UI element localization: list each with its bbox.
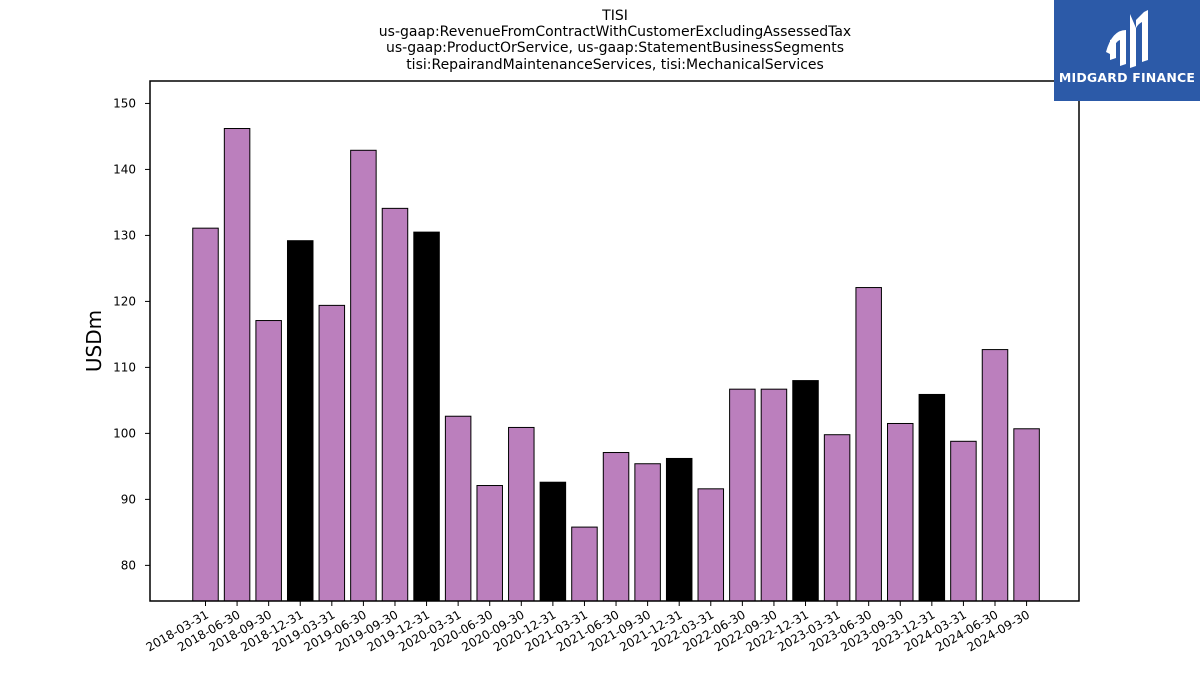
bar-2020-12-31: [539, 481, 567, 602]
chart-title: TISI us-gaap:RevenueFromContractWithCust…: [379, 8, 851, 73]
y-tick-label-140: 140: [113, 162, 136, 176]
bar-2018-06-30: [223, 128, 251, 602]
chart-title-line-4: tisi:RepairandMaintenanceServices, tisi:…: [406, 57, 824, 73]
bar-2022-03-31: [697, 488, 725, 602]
x-axis: 2018-03-312018-06-302018-09-302018-12-31…: [144, 601, 1032, 654]
bar-2021-09-30: [634, 463, 661, 602]
bar-2021-12-31: [665, 457, 693, 602]
bar-2018-03-31: [192, 227, 219, 602]
y-tick-label-150: 150: [113, 96, 136, 110]
midgard-logo-icon: [1106, 10, 1148, 68]
plot-frame: [149, 80, 1080, 602]
bar-2020-09-30: [508, 426, 535, 602]
bar-2021-06-30: [602, 452, 630, 602]
bar-2022-09-30: [760, 388, 788, 602]
bar-2019-12-31: [413, 231, 440, 602]
y-tick-label-130: 130: [113, 228, 136, 242]
y-tick-label-80: 80: [121, 558, 136, 572]
bar-2019-06-30: [350, 149, 377, 602]
bar-2019-03-31: [318, 304, 346, 602]
bar-2023-12-31: [918, 393, 946, 602]
logo-text: MIDGARD FINANCE: [1058, 70, 1196, 85]
y-axis: 80 90 100 110 120 130 140 150: [113, 96, 150, 572]
midgard-finance-logo: MIDGARD FINANCE: [1054, 0, 1200, 101]
bar-2022-12-31: [792, 380, 819, 602]
bar-2021-03-31: [571, 526, 598, 602]
bar-2018-09-30: [255, 320, 282, 602]
bar-2022-06-30: [729, 388, 756, 602]
bar-2024-06-30: [981, 349, 1009, 602]
y-tick-label-110: 110: [113, 360, 136, 374]
bar-2020-03-31: [444, 415, 472, 602]
bar-2020-06-30: [476, 485, 503, 602]
bar-series: [192, 128, 1040, 602]
bar-2023-09-30: [887, 422, 914, 602]
bar-2023-06-30: [855, 287, 882, 602]
bar-2019-09-30: [381, 207, 409, 602]
bar-2018-12-31: [286, 240, 314, 602]
chart-title-line-3: us-gaap:ProductOrService, us-gaap:Statem…: [386, 40, 844, 56]
chart-title-line-1: TISI: [601, 8, 628, 24]
bar-2023-03-31: [823, 434, 851, 602]
y-tick-label-100: 100: [113, 426, 136, 440]
bar-2024-09-30: [1013, 428, 1040, 602]
y-tick-label-90: 90: [121, 492, 136, 506]
chart-title-line-2: us-gaap:RevenueFromContractWithCustomerE…: [379, 24, 851, 40]
bar-2024-03-31: [950, 440, 977, 602]
y-axis-label: USDm: [82, 310, 106, 372]
y-tick-label-120: 120: [113, 294, 136, 308]
